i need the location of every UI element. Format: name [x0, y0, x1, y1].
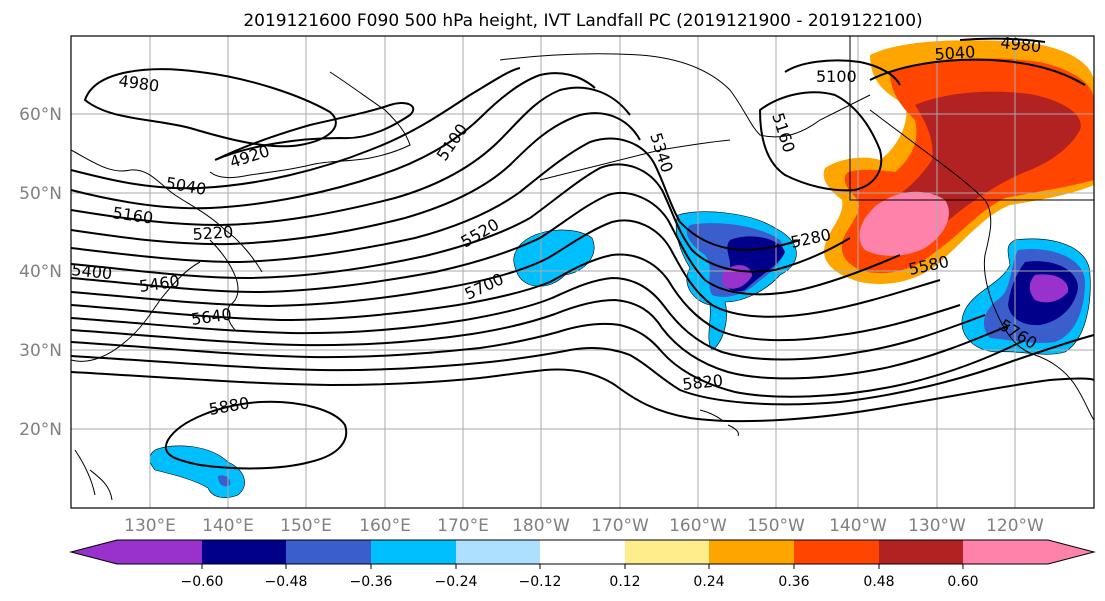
- colorbar-seg-10: [963, 540, 1094, 564]
- ivt-blob-125w-min: [1029, 274, 1069, 303]
- contour-5340: [70, 163, 851, 280]
- contour-5700: [70, 322, 1026, 398]
- contour-5880: [165, 400, 348, 470]
- contour-label-4980-ne: 4980: [1000, 33, 1042, 56]
- contour-5160: [70, 86, 631, 227]
- lon-label-180w: 180°W: [512, 516, 570, 536]
- colorbar-ticks: [201, 564, 964, 569]
- latitude-labels: 60°N 50°N 40°N 30°N 20°N: [19, 105, 62, 440]
- lon-label-140e: 140°E: [202, 516, 254, 536]
- contour-5760: [70, 334, 1095, 406]
- contour-4980-west: [83, 68, 337, 148]
- contour-label-5100-ne: 5100: [816, 67, 857, 86]
- contour-5100-ne: [784, 59, 901, 86]
- lat-label-20n: 20°N: [19, 420, 62, 440]
- colorbar-seg-2: [286, 540, 371, 564]
- contour-4920: [214, 102, 415, 161]
- ivt-blob-180w: [513, 229, 595, 287]
- lat-label-30n: 30°N: [19, 341, 62, 361]
- lat-label-40n: 40°N: [19, 262, 62, 282]
- contour-5580: [70, 276, 986, 361]
- contour-5280: [70, 137, 801, 264]
- lon-label-160w: 160°W: [669, 516, 727, 536]
- lon-label-130w: 130°W: [908, 516, 966, 536]
- contour-5820: [70, 368, 1095, 423]
- ivt-blob-145e: [149, 445, 245, 498]
- coast-philippines: [74, 449, 113, 501]
- contour-5040-ne: [869, 58, 1086, 86]
- colorbar-label-9: 0.60: [947, 574, 978, 590]
- contour-5400: [70, 192, 901, 296]
- colorbar-seg-8: [794, 540, 879, 564]
- map-panel: 4980 4920 5040 5160 5220 5400 5460 5640 …: [70, 33, 1095, 509]
- colorbar: −0.60 −0.48 −0.36 −0.24 −0.12 0.12 0.24 …: [69, 539, 1096, 590]
- contour-label-5040-ne: 5040: [934, 42, 976, 64]
- lon-label-170w: 170°W: [591, 516, 649, 536]
- contour-4980-ne: [959, 37, 1046, 43]
- coast-hawaii: [699, 409, 739, 437]
- contour-5040: [70, 67, 521, 190]
- colorbar-label-3: −0.24: [435, 574, 478, 590]
- colorbar-outline: [69, 539, 1096, 565]
- lon-label-120w: 120°W: [986, 516, 1044, 536]
- colorbar-label-5: 0.12: [609, 574, 640, 590]
- lat-label-60n: 60°N: [19, 105, 62, 125]
- height-contours: [70, 37, 1095, 470]
- ivt-positive-shading: [823, 40, 1094, 284]
- colorbar-label-0: −0.60: [181, 574, 224, 590]
- contour-5100-a: [70, 72, 596, 210]
- colorbar-seg-4: [456, 540, 540, 564]
- contour-5640: [70, 298, 1011, 380]
- colorbar-seg-6: [625, 540, 709, 564]
- contour-label-5400: 5400: [71, 260, 113, 283]
- colorbar-seg-5: [540, 540, 625, 564]
- contour-5220: [70, 112, 641, 246]
- colorbar-label-7: 0.36: [778, 574, 809, 590]
- ivt-blob-145e-core: [218, 475, 231, 487]
- lon-label-150w: 150°W: [747, 516, 805, 536]
- lat-label-50n: 50°N: [19, 184, 62, 204]
- colorbar-label-1: −0.48: [265, 574, 308, 590]
- contour-label-5220: 5220: [192, 222, 234, 244]
- colorbar-label-4: −0.12: [519, 574, 562, 590]
- lon-label-130e: 130°E: [124, 516, 176, 536]
- colorbar-seg-7: [709, 540, 794, 564]
- lon-label-140w: 140°W: [829, 516, 887, 536]
- colorbar-seg-3: [371, 540, 456, 564]
- contour-5520: [70, 253, 961, 342]
- colorbar-seg-1: [202, 540, 286, 564]
- lon-label-150e: 150°E: [280, 516, 332, 536]
- contour-label-5820: 5820: [681, 371, 723, 394]
- colorbar-label-2: −0.36: [350, 574, 393, 590]
- colorbar-seg-0: [71, 540, 202, 564]
- coast-alaska: [499, 53, 871, 138]
- colorbar-label-8: 0.48: [863, 574, 894, 590]
- contour-5460: [70, 219, 941, 318]
- coast-kamchatka: [209, 71, 411, 179]
- lon-label-160e: 160°E: [359, 516, 411, 536]
- coast-aleutians: [539, 139, 731, 181]
- contour-5160-ne: [758, 91, 883, 192]
- colorbar-label-6: 0.24: [693, 574, 724, 590]
- map-title: 2019121600 F090 500 hPa height, IVT Land…: [243, 11, 922, 31]
- map-frame: [70, 35, 1095, 509]
- colorbar-seg-9: [879, 540, 963, 564]
- lon-label-170e: 170°E: [437, 516, 489, 536]
- ivt-pos-pink: [859, 191, 949, 256]
- longitude-labels: 130°E 140°E 150°E 160°E 170°E 180°W 170°…: [124, 516, 1044, 536]
